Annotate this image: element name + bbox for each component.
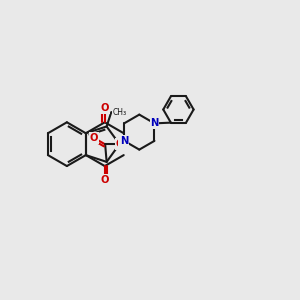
Text: N: N: [150, 118, 159, 128]
Text: O: O: [115, 139, 124, 149]
Text: O: O: [90, 133, 98, 143]
Text: N: N: [119, 140, 128, 149]
Text: O: O: [100, 103, 109, 113]
Text: N: N: [120, 136, 128, 146]
Text: CH₃: CH₃: [112, 107, 127, 116]
Text: O: O: [100, 175, 109, 185]
